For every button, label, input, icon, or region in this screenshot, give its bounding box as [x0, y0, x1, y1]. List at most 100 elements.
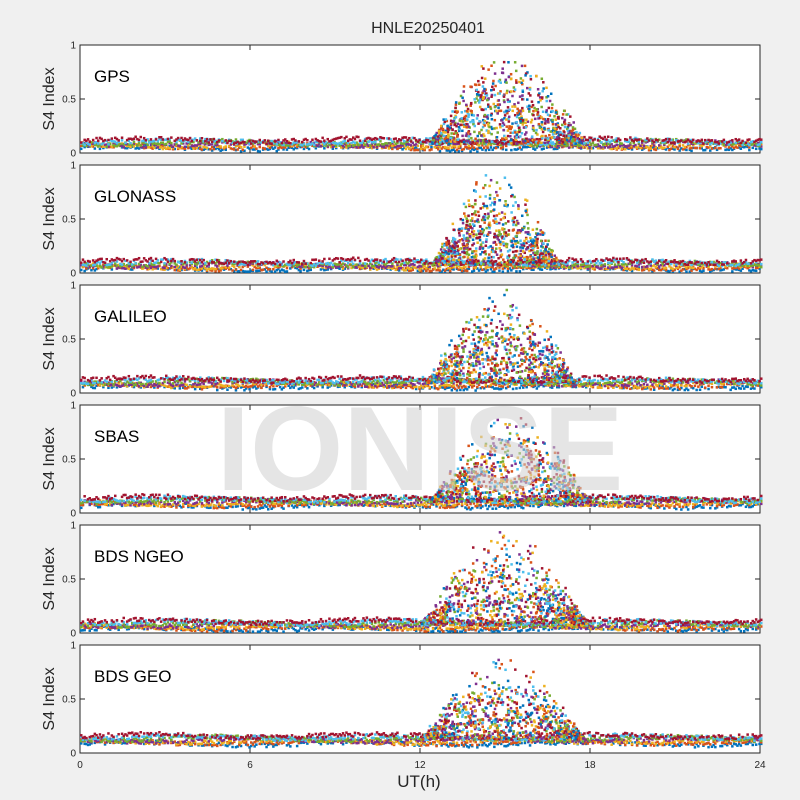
- data-point: [124, 267, 127, 270]
- data-point: [434, 141, 437, 144]
- data-point: [532, 140, 535, 144]
- data-point: [119, 262, 122, 266]
- data-point: [590, 147, 593, 150]
- data-point: [515, 148, 518, 151]
- data-point: [255, 260, 258, 263]
- data-point: [438, 145, 442, 149]
- data-point: [615, 139, 618, 143]
- data-point: [465, 146, 469, 149]
- data-point: [487, 105, 490, 108]
- data-point: [391, 147, 394, 151]
- data-point: [717, 264, 720, 268]
- data-point: [513, 103, 516, 106]
- data-point: [637, 268, 641, 272]
- data-point: [212, 267, 216, 271]
- data-point: [250, 146, 253, 150]
- data-point: [576, 267, 579, 270]
- data-point: [182, 265, 185, 269]
- data-point: [635, 261, 639, 265]
- data-point: [461, 134, 464, 138]
- data-point: [508, 125, 511, 128]
- data-point: [134, 147, 137, 150]
- data-point: [137, 262, 141, 266]
- data-point: [541, 96, 544, 99]
- data-point: [370, 146, 374, 150]
- data-point: [221, 267, 224, 270]
- data-point: [408, 261, 411, 264]
- data-point: [501, 267, 505, 270]
- data-point: [149, 140, 153, 143]
- data-point: [612, 147, 615, 150]
- data-point: [472, 114, 476, 117]
- data-point: [329, 144, 333, 147]
- data-point: [384, 263, 387, 266]
- data-point: [141, 265, 144, 268]
- data-point: [132, 265, 136, 268]
- data-point: [86, 138, 90, 141]
- data-point: [261, 146, 265, 150]
- data-point: [292, 262, 295, 266]
- data-point: [535, 128, 538, 132]
- data-point: [734, 261, 737, 265]
- data-point: [625, 145, 629, 149]
- data-point: [350, 266, 353, 270]
- data-point: [151, 144, 154, 148]
- data-point: [411, 136, 414, 140]
- data-point: [703, 263, 707, 267]
- data-point: [263, 141, 267, 145]
- data-point: [732, 266, 736, 270]
- data-point: [156, 139, 159, 143]
- data-point: [748, 269, 751, 272]
- data-point: [253, 140, 256, 143]
- data-point: [746, 145, 749, 149]
- data-point: [739, 147, 743, 150]
- data-point: [652, 260, 656, 264]
- data-point: [125, 259, 129, 262]
- data-point: [481, 85, 485, 88]
- data-point: [584, 262, 588, 265]
- data-point: [509, 131, 512, 134]
- data-point: [568, 130, 572, 134]
- data-point: [451, 120, 454, 124]
- data-point: [125, 138, 129, 142]
- data-point: [524, 139, 527, 143]
- data-point: [603, 264, 607, 268]
- data-point: [449, 122, 453, 126]
- data-point: [207, 141, 210, 144]
- data-point: [431, 261, 435, 264]
- data-point: [404, 136, 408, 139]
- data-point: [498, 123, 502, 126]
- data-point: [256, 149, 260, 153]
- data-point: [408, 136, 411, 140]
- data-point: [166, 146, 170, 149]
- data-point: [396, 265, 399, 269]
- data-point: [474, 140, 477, 143]
- data-point: [207, 262, 210, 265]
- plot-area: [79, 164, 761, 274]
- data-point: [302, 138, 306, 142]
- data-point: [386, 261, 389, 265]
- data-point: [569, 115, 572, 118]
- data-point: [148, 267, 151, 271]
- data-point: [539, 144, 542, 148]
- data-point: [183, 266, 187, 270]
- data-point: [277, 260, 280, 264]
- data-point: [384, 146, 387, 149]
- data-point: [492, 61, 496, 64]
- data-point: [590, 265, 593, 268]
- data-point: [540, 77, 544, 80]
- data-point: [488, 148, 491, 152]
- data-point: [499, 90, 502, 93]
- data-point: [744, 141, 748, 144]
- data-point: [596, 139, 600, 142]
- data-point: [83, 269, 86, 273]
- data-point: [437, 129, 441, 133]
- data-point: [521, 120, 525, 124]
- data-point: [445, 263, 448, 267]
- data-point: [229, 147, 233, 150]
- data-point: [112, 264, 115, 267]
- data-point: [501, 143, 505, 146]
- data-point: [545, 264, 549, 268]
- data-point: [487, 129, 490, 133]
- data-point: [475, 141, 479, 145]
